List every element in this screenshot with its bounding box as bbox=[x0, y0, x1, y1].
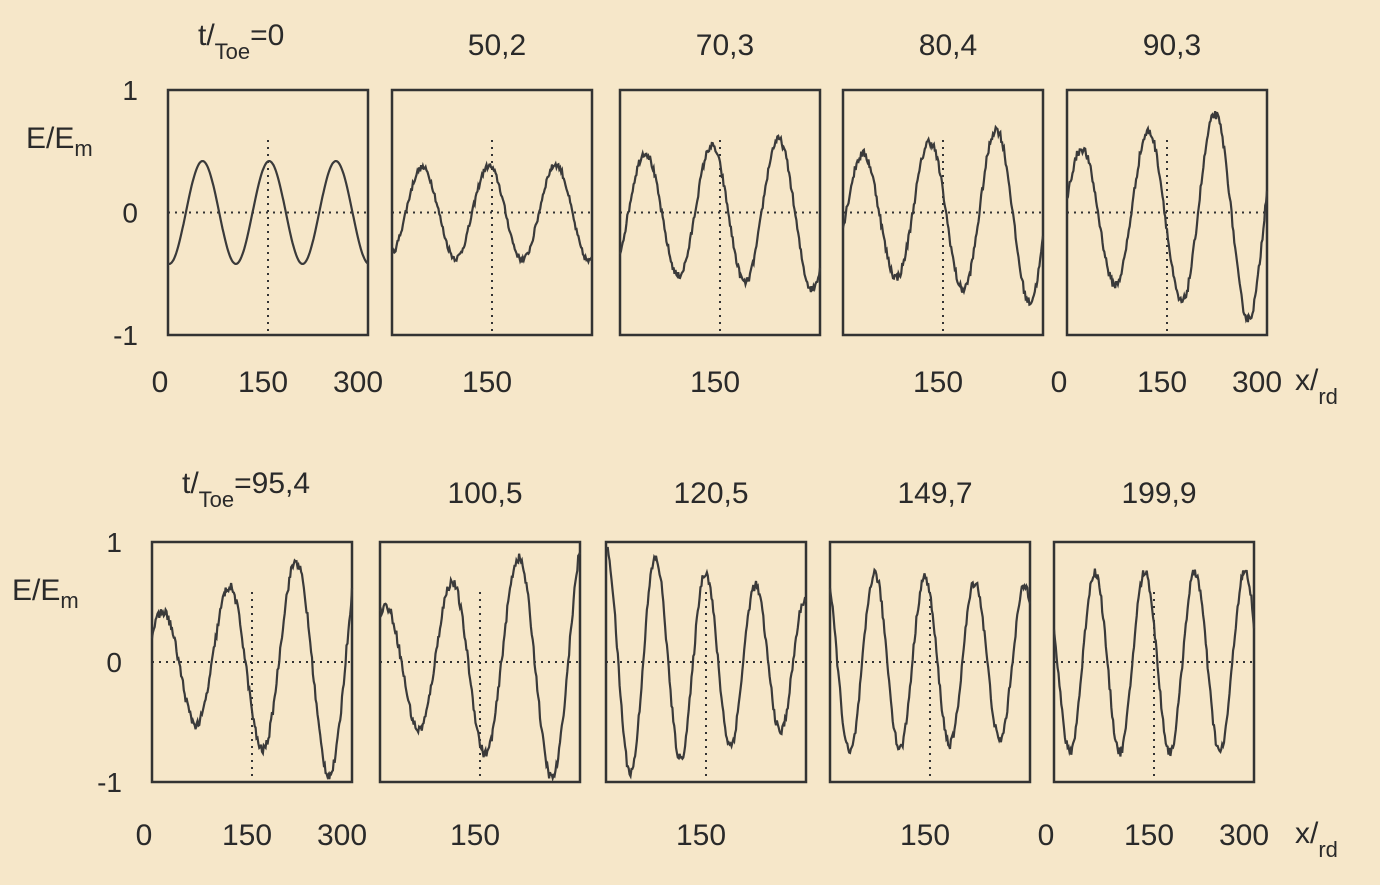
x-tick-label: 150 bbox=[1137, 366, 1187, 399]
panel-time-value: 80,4 bbox=[919, 29, 977, 62]
x-axis-label: x/rd bbox=[1295, 817, 1338, 862]
panel-time-value: 149,7 bbox=[897, 477, 972, 510]
series-line bbox=[150, 558, 354, 781]
x-tick-label: 150 bbox=[676, 819, 726, 852]
time-label: t/Toe=0 bbox=[198, 19, 284, 64]
series-line bbox=[618, 134, 822, 293]
panel-time-value: 90,3 bbox=[1143, 29, 1201, 62]
x-tick-label: 150 bbox=[450, 819, 500, 852]
time-label: t/Toe=95,4 bbox=[182, 467, 310, 512]
y-axis-label: E/Em bbox=[12, 574, 79, 613]
series-line bbox=[379, 552, 582, 783]
x-tick-label: 300 bbox=[333, 366, 383, 399]
x-tick-label: 0 bbox=[1051, 366, 1068, 399]
x-tick-label: 150 bbox=[222, 819, 272, 852]
x-tick-label: 150 bbox=[462, 366, 512, 399]
x-tick-label: 150 bbox=[690, 366, 740, 399]
y-tick-label: -1 bbox=[97, 767, 122, 798]
x-tick-label: 150 bbox=[913, 366, 963, 399]
x-tick-label: 150 bbox=[1124, 819, 1174, 852]
x-tick-label: 0 bbox=[1038, 819, 1055, 852]
series-line bbox=[1052, 568, 1256, 757]
panel-time-value: 50,2 bbox=[468, 29, 526, 62]
series-line bbox=[1065, 110, 1269, 324]
y-tick-label: 1 bbox=[106, 527, 122, 558]
x-tick-label: 300 bbox=[317, 819, 367, 852]
x-tick-label: 0 bbox=[136, 819, 153, 852]
y-tick-label: 0 bbox=[106, 647, 122, 678]
y-axis-label: E/Em bbox=[26, 122, 93, 161]
panel-time-value: 120,5 bbox=[673, 477, 748, 510]
series-line bbox=[828, 567, 1032, 755]
y-tick-label: 1 bbox=[122, 75, 138, 106]
x-tick-label: 0 bbox=[152, 366, 169, 399]
panel-time-value: 199,9 bbox=[1121, 477, 1196, 510]
series-line bbox=[391, 160, 593, 266]
x-tick-label: 300 bbox=[1232, 366, 1282, 399]
x-tick-label: 150 bbox=[238, 366, 288, 399]
x-tick-label: 300 bbox=[1219, 819, 1269, 852]
panel-time-value: 70,3 bbox=[696, 29, 754, 62]
y-tick-label: -1 bbox=[113, 320, 138, 351]
series-line bbox=[606, 546, 808, 780]
y-tick-label: 0 bbox=[122, 198, 138, 229]
series-line bbox=[841, 124, 1045, 307]
panel-time-value: 100,5 bbox=[447, 477, 522, 510]
series-line bbox=[167, 159, 369, 266]
x-tick-label: 150 bbox=[900, 819, 950, 852]
x-axis-label: x/rd bbox=[1295, 364, 1338, 409]
